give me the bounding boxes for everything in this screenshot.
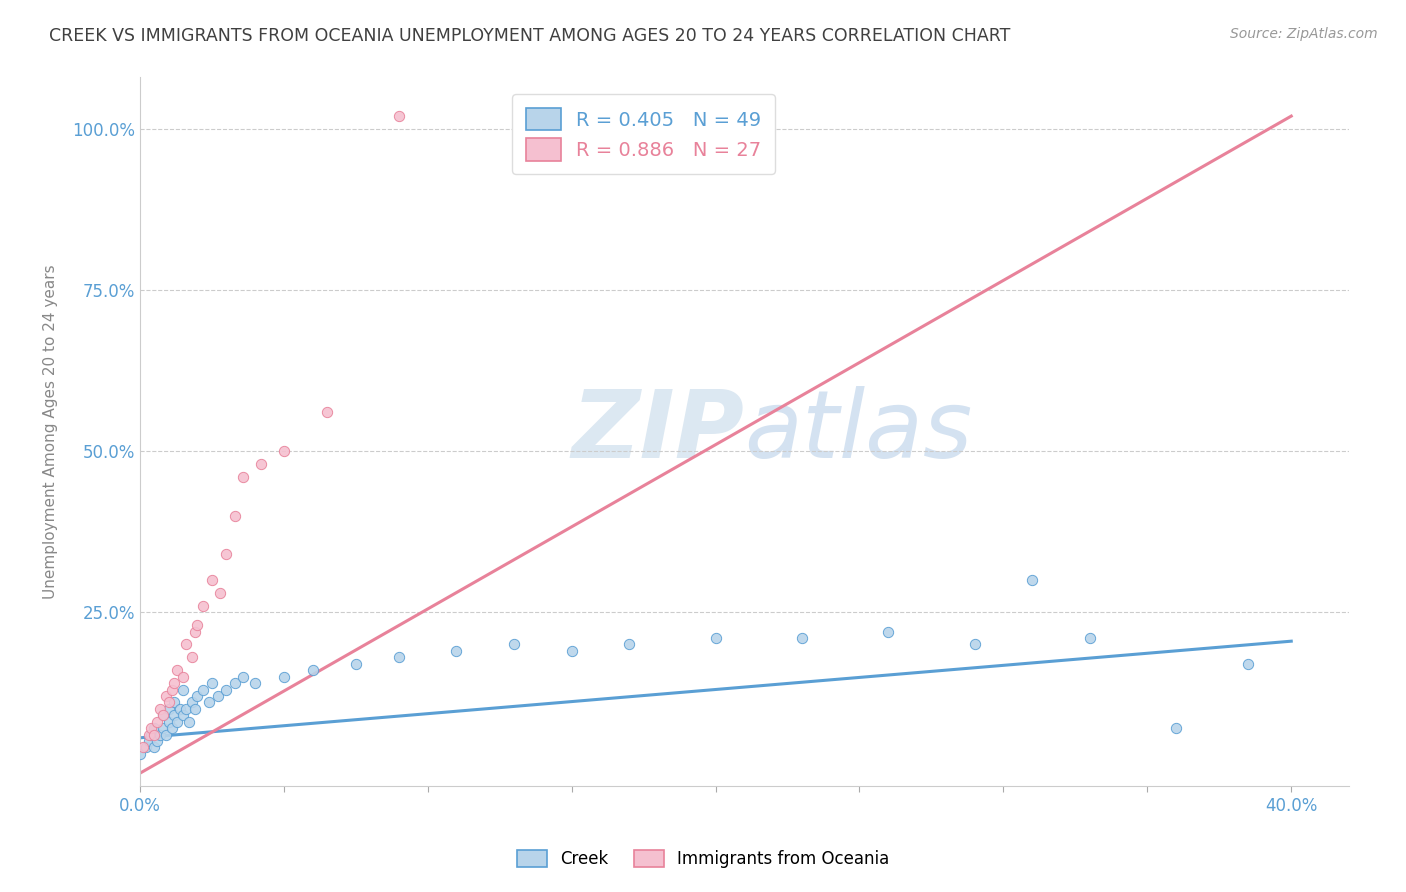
Point: [198, 695, 221, 709]
Point: [155, 728, 177, 742]
Point: [160, 721, 183, 735]
Point: [166, 714, 188, 729]
Point: [1164, 721, 1187, 735]
Point: [704, 631, 727, 645]
Point: [249, 457, 271, 471]
Point: [180, 695, 202, 709]
Text: Source: ZipAtlas.com: Source: ZipAtlas.com: [1230, 27, 1378, 41]
Point: [152, 708, 174, 723]
Point: [388, 650, 411, 665]
Point: [273, 670, 295, 684]
Point: [157, 714, 180, 729]
Point: [273, 444, 295, 458]
Point: [146, 714, 169, 729]
Point: [172, 682, 194, 697]
Point: [172, 670, 194, 684]
Point: [1078, 631, 1101, 645]
Point: [207, 689, 229, 703]
Point: [446, 644, 468, 658]
Point: [163, 695, 186, 709]
Point: [963, 637, 986, 651]
Point: [163, 676, 186, 690]
Point: [243, 676, 266, 690]
Point: [201, 676, 224, 690]
Point: [157, 695, 180, 709]
Point: [201, 573, 224, 587]
Point: [138, 734, 160, 748]
Point: [215, 682, 238, 697]
Point: [138, 728, 160, 742]
Legend: R = 0.405   N = 49, R = 0.886   N = 27: R = 0.405 N = 49, R = 0.886 N = 27: [512, 95, 775, 174]
Point: [160, 682, 183, 697]
Point: [149, 728, 172, 742]
Point: [183, 702, 205, 716]
Point: [301, 663, 323, 677]
Point: [157, 702, 180, 716]
Point: [141, 721, 163, 735]
Y-axis label: Unemployment Among Ages 20 to 24 years: Unemployment Among Ages 20 to 24 years: [44, 265, 58, 599]
Point: [209, 586, 232, 600]
Point: [1237, 657, 1260, 671]
Point: [152, 721, 174, 735]
Point: [619, 637, 641, 651]
Point: [132, 740, 155, 755]
Text: ZIP: ZIP: [571, 386, 744, 478]
Point: [193, 599, 215, 613]
Point: [172, 708, 194, 723]
Point: [163, 708, 186, 723]
Point: [186, 618, 208, 632]
Point: [152, 708, 174, 723]
Point: [169, 702, 191, 716]
Point: [141, 728, 163, 742]
Point: [174, 637, 197, 651]
Text: atlas: atlas: [744, 386, 973, 477]
Point: [155, 689, 177, 703]
Point: [790, 631, 813, 645]
Point: [180, 650, 202, 665]
Point: [503, 637, 526, 651]
Point: [877, 624, 900, 639]
Point: [388, 109, 411, 123]
Point: [224, 676, 246, 690]
Point: [183, 624, 205, 639]
Point: [174, 702, 197, 716]
Point: [1021, 573, 1043, 587]
Point: [143, 721, 166, 735]
Legend: Creek, Immigrants from Oceania: Creek, Immigrants from Oceania: [510, 843, 896, 875]
Point: [232, 670, 254, 684]
Point: [561, 644, 583, 658]
Text: CREEK VS IMMIGRANTS FROM OCEANIA UNEMPLOYMENT AMONG AGES 20 TO 24 YEARS CORRELAT: CREEK VS IMMIGRANTS FROM OCEANIA UNEMPLO…: [49, 27, 1011, 45]
Point: [232, 470, 254, 484]
Point: [215, 547, 238, 561]
Point: [146, 734, 169, 748]
Point: [193, 682, 215, 697]
Point: [128, 747, 150, 761]
Point: [344, 657, 367, 671]
Point: [177, 714, 200, 729]
Point: [224, 508, 246, 523]
Point: [135, 740, 157, 755]
Point: [186, 689, 208, 703]
Point: [166, 663, 188, 677]
Point: [149, 702, 172, 716]
Point: [143, 728, 166, 742]
Point: [143, 740, 166, 755]
Point: [316, 405, 339, 419]
